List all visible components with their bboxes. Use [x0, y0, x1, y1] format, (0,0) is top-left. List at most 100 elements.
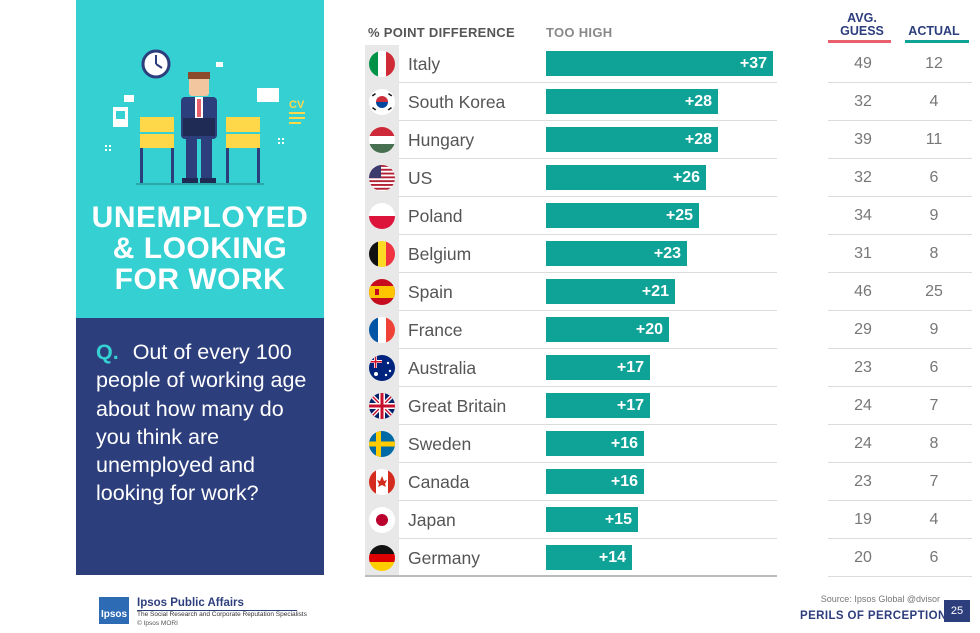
company-tagline: The Social Research and Corporate Reputa…: [137, 611, 307, 618]
table-row: South Korea +28: [365, 83, 777, 121]
actual-value: 6: [929, 169, 939, 186]
envelope-icon: [124, 95, 134, 102]
bar-value-label: +37: [739, 55, 767, 72]
actual-value: 6: [929, 359, 939, 376]
canada-flag-icon: [369, 469, 395, 495]
actual-value: 25: [925, 283, 943, 300]
table-row: Spain +21: [365, 273, 777, 311]
bar: [546, 89, 718, 114]
source-note: Source: Ipsos Global @dvisor: [820, 594, 940, 604]
actual-value: 4: [929, 511, 939, 528]
ipsos-logo: Ipsos: [99, 597, 129, 624]
us-flag-icon: [369, 165, 395, 191]
actual-value: 7: [929, 397, 939, 414]
row-separator: [399, 500, 777, 501]
country-label: Poland: [408, 206, 463, 226]
italy-flag-icon: [369, 51, 395, 77]
country-label: Great Britain: [408, 396, 507, 416]
france-flag-icon: [369, 317, 395, 343]
actual-value: 9: [929, 321, 939, 338]
question-prefix: Q.: [96, 340, 119, 364]
letter-icon: [257, 88, 279, 102]
row-separator: [399, 310, 777, 311]
number-row-separator: [828, 424, 972, 425]
number-row-separator: [828, 234, 972, 235]
avg-guess-value: 23: [854, 359, 872, 376]
country-label: US: [408, 168, 433, 188]
country-label: Japan: [408, 510, 456, 530]
table-row: Japan +15: [365, 501, 777, 539]
bar-value-label: +28: [684, 131, 712, 148]
row-separator: [399, 538, 777, 539]
avg-guess-value: 46: [854, 283, 872, 300]
actual-value: 6: [929, 549, 939, 566]
series-title: PERILS OF PERCEPTION: [800, 610, 947, 622]
avg-guess-value: 24: [854, 397, 872, 414]
country-label: Belgium: [408, 244, 472, 264]
actual-value: 9: [929, 207, 939, 224]
avg-guess-value: 34: [854, 207, 872, 224]
actual-underline: [905, 40, 969, 43]
bar: [546, 165, 706, 190]
chair-right: [226, 117, 260, 184]
title-line: UNEMPLOYED: [91, 201, 309, 234]
avg-guess-value: 24: [854, 435, 872, 452]
australia-flag-icon: [369, 355, 395, 381]
table-row: Australia +17: [365, 349, 777, 387]
bar-value-label: +25: [665, 207, 693, 224]
avg-guess-value: 19: [854, 511, 872, 528]
table-row: Poland +25: [365, 197, 777, 235]
bar: [546, 241, 687, 266]
company-name: Ipsos Public Affairs: [137, 597, 244, 609]
bar: [546, 545, 632, 570]
question-text: Q. Out of every 100 people of working age…: [96, 338, 311, 508]
bar: [546, 279, 675, 304]
header-too-high: TOO HIGH: [546, 25, 613, 40]
clock-icon: [141, 49, 171, 79]
number-row-separator: [828, 272, 972, 273]
row-separator: [399, 82, 777, 83]
cv-document-icon: CV: [289, 99, 305, 124]
avg-guess-value: 39: [854, 131, 872, 148]
table-row: Belgium +23: [365, 235, 777, 273]
row-separator: [399, 424, 777, 425]
avg-guess-value: 32: [854, 93, 872, 110]
number-row-separator: [828, 348, 972, 349]
title-line: & LOOKING: [112, 232, 288, 265]
row-separator: [399, 386, 777, 387]
actual-value: 7: [929, 473, 939, 490]
page-number: 25: [944, 600, 970, 622]
header-actual: ACTUAL: [908, 24, 960, 38]
country-label: Australia: [408, 358, 477, 378]
bar: [546, 431, 644, 456]
south-korea-flag-icon: [369, 89, 395, 115]
avg-guess-value: 49: [854, 55, 872, 72]
actual-value: 8: [929, 435, 939, 452]
row-separator: [399, 120, 777, 121]
number-row-separator: [828, 386, 972, 387]
title-panel: CV: [76, 0, 324, 318]
table-row: Great Britain +17: [365, 387, 777, 425]
country-label: Italy: [408, 54, 441, 74]
table-row: Sweden +16: [365, 425, 777, 463]
table-row: US +26: [365, 159, 777, 197]
bar-value-label: +16: [610, 435, 638, 452]
row-separator: [399, 196, 777, 197]
number-row-separator: [828, 576, 972, 577]
header-point-difference: % POINT DIFFERENCE: [368, 25, 515, 40]
table-row: Germany +14: [365, 539, 777, 577]
question-panel: Q. Out of every 100 people of working age…: [76, 318, 324, 575]
number-row-separator: [828, 158, 972, 159]
poland-flag-icon: [369, 203, 395, 229]
panel-title: UNEMPLOYED & LOOKING FOR WORK: [76, 202, 324, 295]
job-seeker-illustration: CV: [105, 49, 305, 185]
row-separator: [399, 462, 777, 463]
bar: [546, 507, 638, 532]
row-separator: [399, 272, 777, 273]
table-row: France +20: [365, 311, 777, 349]
spain-flag-icon: [369, 279, 395, 305]
bar: [546, 355, 650, 380]
actual-value: 4: [929, 93, 939, 110]
avg-guess-value: 31: [854, 245, 872, 262]
bar: [546, 469, 644, 494]
